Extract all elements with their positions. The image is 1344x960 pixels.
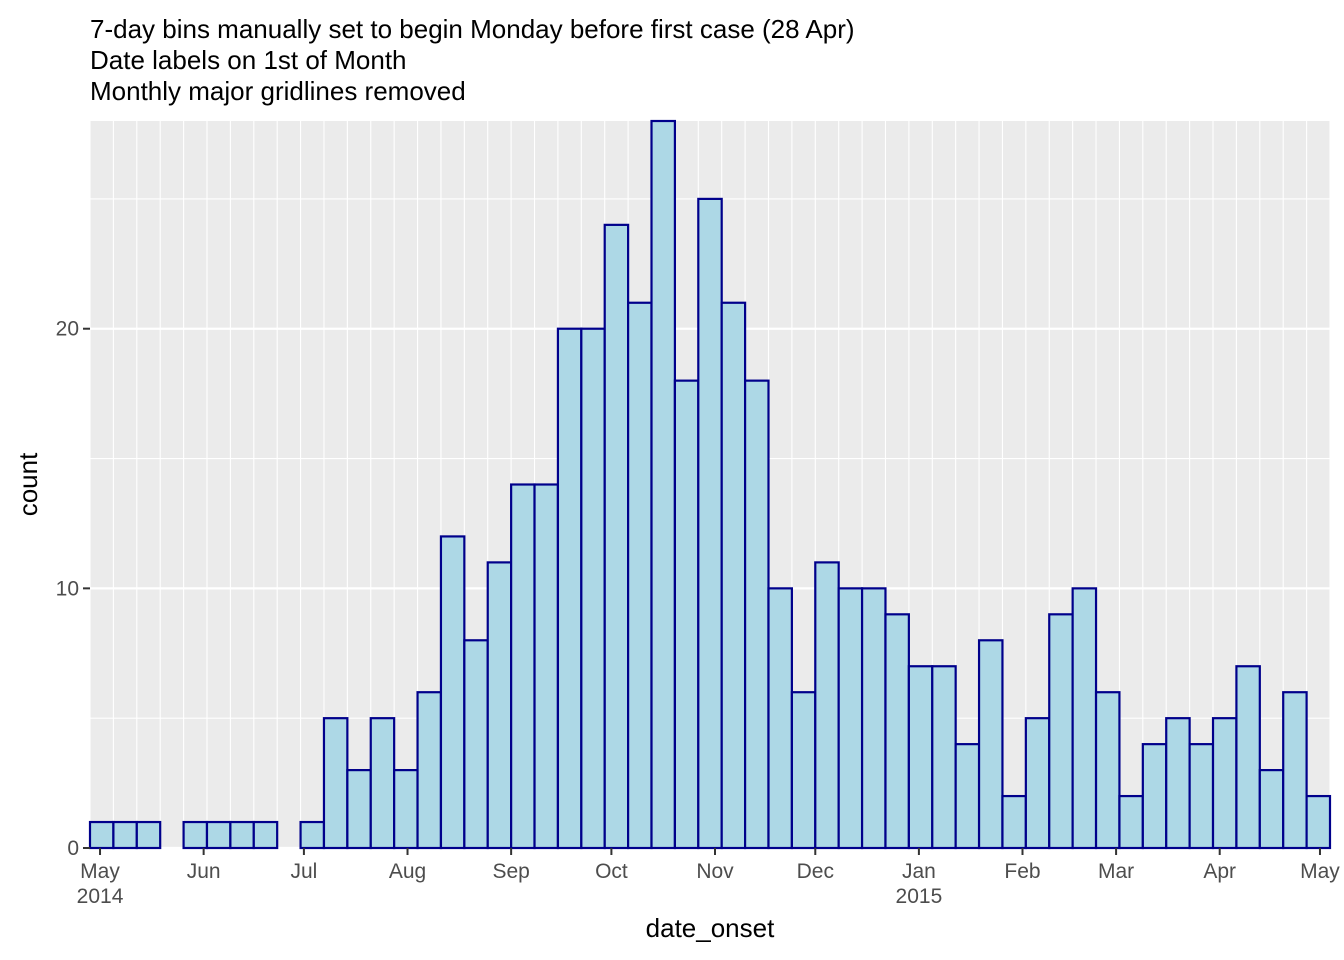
histogram-bar: [1048, 613, 1074, 850]
histogram-bar: [556, 327, 583, 850]
x-tick-label: Jul: [290, 860, 317, 883]
x-tick-label: May: [1300, 860, 1340, 883]
histogram-bar: [439, 535, 466, 850]
histogram-bar: [697, 197, 723, 850]
histogram-bar: [1235, 665, 1261, 850]
histogram-bar: [1024, 717, 1051, 850]
histogram-bar: [1165, 717, 1191, 850]
histogram-bar: [650, 119, 677, 850]
histogram-bar: [229, 820, 255, 850]
x-tick-label-line: Jul: [290, 860, 317, 883]
histogram-bar: [135, 820, 162, 850]
histogram-bar: [346, 769, 372, 850]
histogram-bar: [322, 717, 349, 850]
histogram-bar: [112, 820, 138, 850]
histogram-bar: [88, 820, 115, 850]
x-tick-label: Mar: [1098, 860, 1134, 883]
histogram-bar: [931, 665, 957, 850]
histogram-bar: [299, 820, 326, 850]
x-tick-label: Jun: [187, 860, 221, 883]
histogram-bar: [416, 691, 443, 850]
chart-title-line-2: Date labels on 1st of Month: [90, 45, 407, 75]
histogram-bar: [837, 587, 864, 850]
x-tick-label-line: Apr: [1203, 860, 1236, 883]
histogram-bar: [1141, 743, 1168, 850]
histogram-bar: [580, 327, 606, 850]
x-tick-label-line: Mar: [1098, 860, 1134, 883]
y-tick-label: 10: [56, 577, 79, 600]
histogram-bar: [743, 379, 770, 850]
chart-title-line-1: 7-day bins manually set to begin Monday …: [90, 14, 855, 44]
histogram-bar: [720, 301, 747, 850]
histogram-bar: [1094, 691, 1121, 850]
histogram-bar: [673, 379, 700, 850]
histogram-bar: [977, 639, 1004, 850]
histogram-bar: [463, 639, 489, 850]
histogram-bar: [1188, 743, 1215, 850]
x-tick-label: Sep: [492, 860, 529, 883]
x-tick-label-line: 2014: [77, 885, 124, 908]
bars: [88, 119, 1332, 850]
x-tick-label-line: Jun: [187, 860, 221, 883]
chart-title: 7-day bins manually set to begin Monday …: [90, 14, 855, 107]
histogram-bar: [510, 483, 536, 850]
x-tick-label: Dec: [797, 860, 834, 883]
x-tick-label-line: Feb: [1004, 860, 1040, 883]
histogram-bar: [1071, 587, 1098, 850]
x-tick-label: Apr: [1203, 860, 1236, 883]
histogram-bar: [533, 483, 560, 850]
histogram-bar: [627, 301, 653, 850]
histogram-bar: [814, 561, 840, 850]
x-axis-title: date_onset: [646, 913, 775, 943]
y-tick-label: 20: [56, 318, 79, 341]
histogram-bar: [369, 717, 396, 850]
histogram-bar: [860, 587, 887, 850]
histogram-bar: [393, 769, 419, 850]
x-tick-label: Oct: [595, 860, 628, 883]
x-tick-label-line: Dec: [797, 860, 834, 883]
x-tick-label-line: 2015: [896, 885, 943, 908]
histogram-bar: [1282, 691, 1308, 850]
x-tick-label-line: Nov: [696, 860, 734, 883]
histogram-bar: [182, 820, 209, 850]
y-tick-label: 0: [67, 837, 79, 860]
x-tick-label-line: Jan: [902, 860, 936, 883]
histogram-bar: [1211, 717, 1238, 850]
x-tick-label: Feb: [1004, 860, 1040, 883]
y-axis-title: count: [13, 452, 43, 516]
x-tick-label-line: Sep: [492, 860, 529, 883]
histogram-bar: [907, 665, 934, 850]
histogram-bar: [486, 561, 513, 850]
histogram-bar: [954, 743, 981, 850]
histogram-bar: [603, 223, 630, 850]
x-tick-label: May 2014: [77, 860, 124, 908]
histogram-bar: [790, 691, 817, 850]
x-tick-label: Aug: [389, 860, 426, 883]
x-tick-label: Jan 2015: [896, 860, 943, 908]
histogram-bar: [1118, 794, 1144, 850]
histogram-bar: [767, 587, 793, 850]
histogram-bar: [252, 820, 279, 850]
x-tick-label-line: Oct: [595, 860, 628, 883]
histogram-bar: [1258, 769, 1285, 850]
histogram-bar: [1305, 794, 1332, 850]
histogram-bar: [884, 613, 910, 850]
x-tick-label-line: Aug: [389, 860, 426, 883]
histogram-bar: [1001, 794, 1027, 850]
x-tick-label-line: May: [1300, 860, 1340, 883]
chart-title-line-3: Monthly major gridlines removed: [90, 76, 466, 106]
histogram-bar: [205, 820, 232, 850]
x-tick-label-line: May: [80, 860, 120, 883]
x-tick-label: Nov: [696, 860, 734, 883]
